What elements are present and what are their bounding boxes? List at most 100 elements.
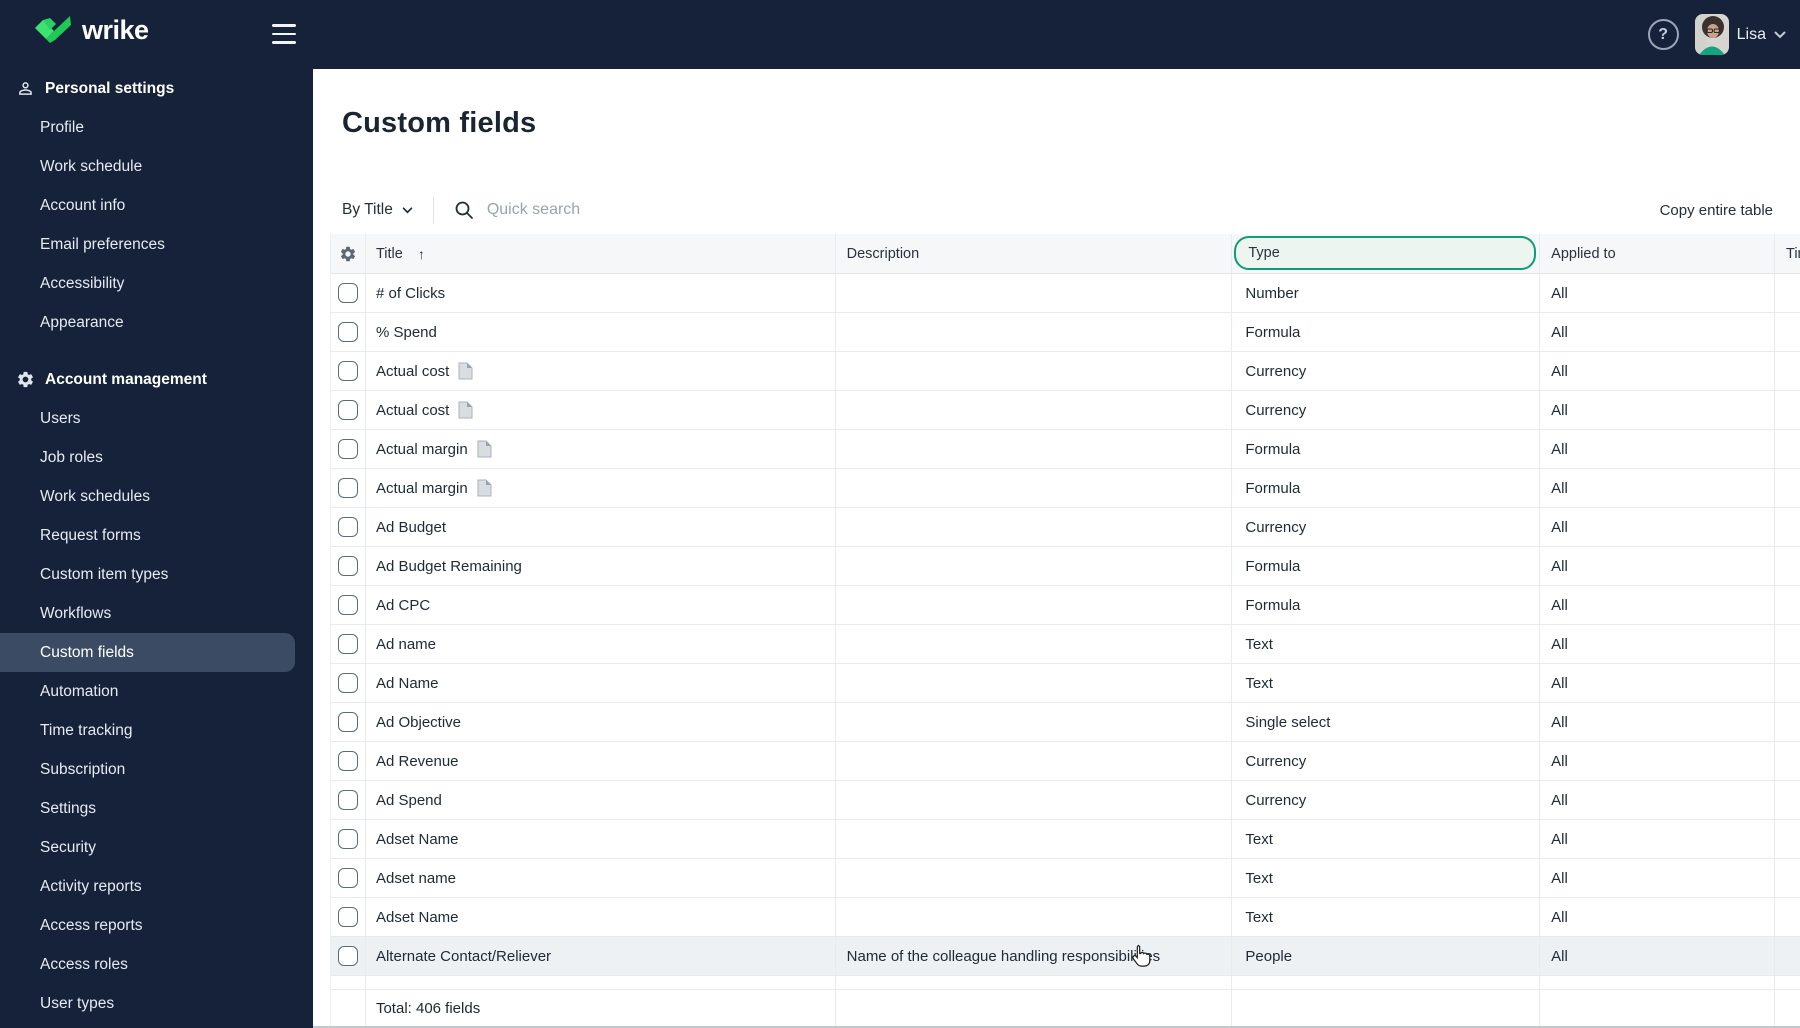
table-row[interactable]: Alternate Contact/Reliever Name of the c… <box>331 937 1800 976</box>
table-row[interactable]: Ad Revenue Currency All <box>331 742 1800 781</box>
row-checkbox[interactable] <box>337 361 358 381</box>
row-checkbox[interactable] <box>337 790 358 810</box>
row-checkbox[interactable] <box>337 751 358 771</box>
column-header-title[interactable]: Title ↑ <box>366 234 836 273</box>
sidebar-item-settings[interactable]: Settings <box>40 799 97 817</box>
row-checkbox[interactable] <box>337 868 358 888</box>
row-checkbox[interactable] <box>337 478 358 498</box>
table-row[interactable]: Actual cost Currency All <box>331 352 1800 391</box>
row-checkbox[interactable] <box>337 283 358 303</box>
hamburger-menu-icon[interactable] <box>272 24 298 44</box>
table-row[interactable]: Ad Name Text All <box>331 664 1800 703</box>
row-checkbox[interactable] <box>337 712 358 732</box>
toolbar-divider <box>432 197 434 223</box>
field-applied-to: All <box>1540 781 1776 819</box>
field-type: Text <box>1232 820 1541 858</box>
sidebar-item-user-types[interactable]: User types <box>40 994 115 1012</box>
column-header-type[interactable]: Type <box>1232 234 1541 273</box>
field-description <box>836 781 1233 819</box>
sidebar-item-custom-item-types[interactable]: Custom item types <box>40 565 169 583</box>
sidebar-item-workflows[interactable]: Workflows <box>40 604 112 622</box>
help-icon[interactable]: ? <box>1647 19 1679 50</box>
sidebar-item-custom-fields[interactable]: Custom fields <box>0 633 295 672</box>
table-row[interactable]: # of Clicks Number All <box>331 274 1800 313</box>
filter-dropdown[interactable]: By Title <box>342 201 413 219</box>
sidebar-item-users[interactable]: Users <box>40 409 81 427</box>
field-description <box>836 898 1233 936</box>
field-applied-to: All <box>1540 352 1776 390</box>
field-title: Adset Name <box>375 830 459 848</box>
row-checkbox[interactable] <box>337 556 358 576</box>
table-row[interactable]: Ad name Text All <box>331 625 1800 664</box>
wrike-logo[interactable]: wrike <box>34 15 149 46</box>
row-checkbox[interactable] <box>337 439 358 459</box>
field-description <box>836 508 1233 546</box>
field-title: Alternate Contact/Reliever <box>375 947 552 965</box>
sidebar-item-work-schedule[interactable]: Work schedule <box>40 157 143 175</box>
wrike-logo-icon <box>35 15 71 43</box>
sidebar-item-activity-reports[interactable]: Activity reports <box>40 877 142 895</box>
document-icon <box>477 479 492 497</box>
document-icon <box>458 362 473 380</box>
table-row[interactable]: Actual cost Currency All <box>331 391 1800 430</box>
field-title: Actual margin <box>375 440 468 458</box>
sidebar-item-profile[interactable]: Profile <box>40 118 84 136</box>
table-row[interactable]: Actual margin Formula All <box>331 469 1800 508</box>
table-row[interactable]: Adset Name Text All <box>331 898 1800 937</box>
sidebar-item-job-roles[interactable]: Job roles <box>40 448 103 466</box>
avatar[interactable] <box>1694 14 1729 55</box>
row-checkbox[interactable] <box>337 595 358 615</box>
user-menu[interactable]: Lisa <box>1694 14 1786 55</box>
search-input[interactable] <box>486 201 907 219</box>
gear-icon[interactable] <box>339 245 357 263</box>
row-checkbox[interactable] <box>337 829 358 849</box>
table-row[interactable]: Ad CPC Formula All <box>331 586 1800 625</box>
sidebar-item-accessibility[interactable]: Accessibility <box>40 274 125 292</box>
sidebar-item-email-preferences[interactable]: Email preferences <box>40 235 165 253</box>
field-type: People <box>1232 937 1541 975</box>
sidebar-item-automation[interactable]: Automation <box>40 682 119 700</box>
table-row[interactable]: Ad Budget Remaining Formula All <box>331 547 1800 586</box>
toolbar: By Title Copy entire table <box>342 190 1773 230</box>
column-header-applied-to[interactable]: Applied to <box>1540 234 1775 273</box>
sidebar-item-appearance[interactable]: Appearance <box>40 313 124 331</box>
sidebar-item-access-reports[interactable]: Access reports <box>40 916 143 934</box>
field-type: Text <box>1232 859 1541 897</box>
sidebar-items: Profile Work schedule Account info Email… <box>0 108 313 342</box>
sidebar-item-access-roles[interactable]: Access roles <box>40 955 128 973</box>
sidebar-item-request-forms[interactable]: Request forms <box>40 526 141 544</box>
field-description <box>836 352 1233 390</box>
row-checkbox[interactable] <box>337 400 358 420</box>
field-description <box>836 274 1233 312</box>
field-title: Ad Spend <box>375 791 442 809</box>
table-row[interactable]: % Spend Formula All <box>331 313 1800 352</box>
table-row[interactable]: Adset Name Text All <box>331 820 1800 859</box>
row-checkbox[interactable] <box>337 673 358 693</box>
sidebar-section-label: Account management <box>45 370 207 388</box>
row-checkbox[interactable] <box>337 634 358 654</box>
sidebar-section-header: Account management <box>0 360 313 399</box>
row-checkbox[interactable] <box>337 946 358 966</box>
field-description <box>836 742 1233 780</box>
table-row[interactable]: Ad Objective Single select All <box>331 703 1800 742</box>
table-row[interactable]: Adset name Text All <box>331 859 1800 898</box>
table-header-row: Title ↑ Description Type Applied to Tim <box>331 234 1800 274</box>
sidebar: Personal settings Profile Work schedule … <box>0 69 313 1028</box>
column-header-description[interactable]: Description <box>836 234 1233 273</box>
row-checkbox[interactable] <box>337 907 358 927</box>
sidebar-section: Personal settings Profile Work schedule … <box>0 69 313 342</box>
column-header-clipped[interactable]: Tim <box>1786 245 1800 262</box>
table-row[interactable]: Ad Budget Currency All <box>331 508 1800 547</box>
table-row[interactable]: Actual margin Formula All <box>331 430 1800 469</box>
sidebar-item-subscription[interactable]: Subscription <box>40 760 126 778</box>
sidebar-item-work-schedules[interactable]: Work schedules <box>40 487 150 505</box>
copy-entire-table-button[interactable]: Copy entire table <box>1659 201 1773 219</box>
partial-row <box>331 976 1800 990</box>
sidebar-item-account-info[interactable]: Account info <box>40 196 126 214</box>
sidebar-item-security[interactable]: Security <box>40 838 96 856</box>
table-row[interactable]: Ad Spend Currency All <box>331 781 1800 820</box>
sidebar-item-time-tracking[interactable]: Time tracking <box>40 721 133 739</box>
row-checkbox[interactable] <box>337 517 358 537</box>
row-checkbox[interactable] <box>337 322 358 342</box>
field-description <box>836 469 1233 507</box>
